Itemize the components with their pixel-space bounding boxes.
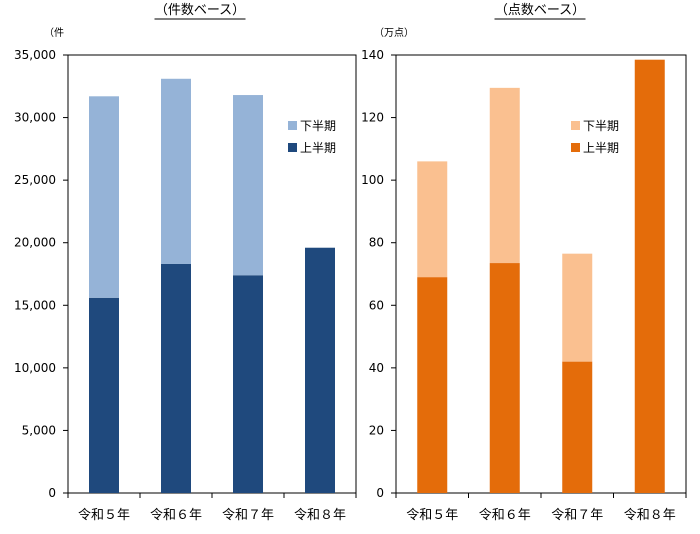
x-category-label: 令和６年 [479,508,531,523]
bar-second-half [489,87,520,264]
chart-title: （点数ベース） [495,3,585,18]
y-tick-label: 0 [48,486,56,500]
legend-swatch [288,143,297,152]
bar-first-half [161,263,191,493]
legend-label: 下半期 [583,119,619,133]
y-axis-unit-label: （件 [44,27,64,39]
bar-first-half [634,59,665,493]
y-tick-label: 40 [369,361,384,375]
y-tick-label: 60 [369,298,384,312]
bar-first-half [233,275,263,493]
x-category-label: 令和５年 [78,508,130,523]
y-tick-label: 20,000 [14,236,56,250]
bar-second-half [417,161,448,278]
bar-first-half [489,263,520,493]
bar-first-half [89,297,119,493]
bar-second-half [233,95,263,276]
y-tick-label: 120 [361,111,384,125]
x-category-label: 令和６年 [150,508,202,523]
y-tick-label: 20 [369,423,384,437]
bar-second-half [161,78,191,264]
bar-first-half [562,361,593,493]
bar-first-half [305,247,335,493]
y-tick-label: 30,000 [14,111,56,125]
y-tick-label: 5,000 [22,423,56,437]
y-tick-label: 35,000 [14,48,56,62]
legend-swatch [571,143,580,152]
y-tick-label: 140 [361,48,384,62]
x-category-label: 令和５年 [406,508,458,523]
legend-label: 下半期 [300,119,336,133]
y-tick-label: 10,000 [14,361,56,375]
legend-swatch [288,121,297,130]
legend-label: 上半期 [300,141,336,155]
y-tick-label: 100 [361,173,384,187]
bar-second-half [89,96,119,298]
x-category-label: 令和７年 [222,508,274,523]
y-tick-label: 0 [376,486,384,500]
bar-second-half [562,253,593,362]
legend-swatch [571,121,580,130]
y-tick-label: 25,000 [14,173,56,187]
x-category-label: 令和８年 [624,508,676,523]
bar-first-half [417,277,448,493]
x-category-label: 令和８年 [294,508,346,523]
x-category-label: 令和７年 [551,508,603,523]
y-tick-label: 15,000 [14,298,56,312]
y-axis-unit-label: （万点） [374,27,414,39]
chart-title: （件数ベース） [155,3,245,18]
legend-label: 上半期 [583,141,619,155]
y-tick-label: 80 [369,236,384,250]
